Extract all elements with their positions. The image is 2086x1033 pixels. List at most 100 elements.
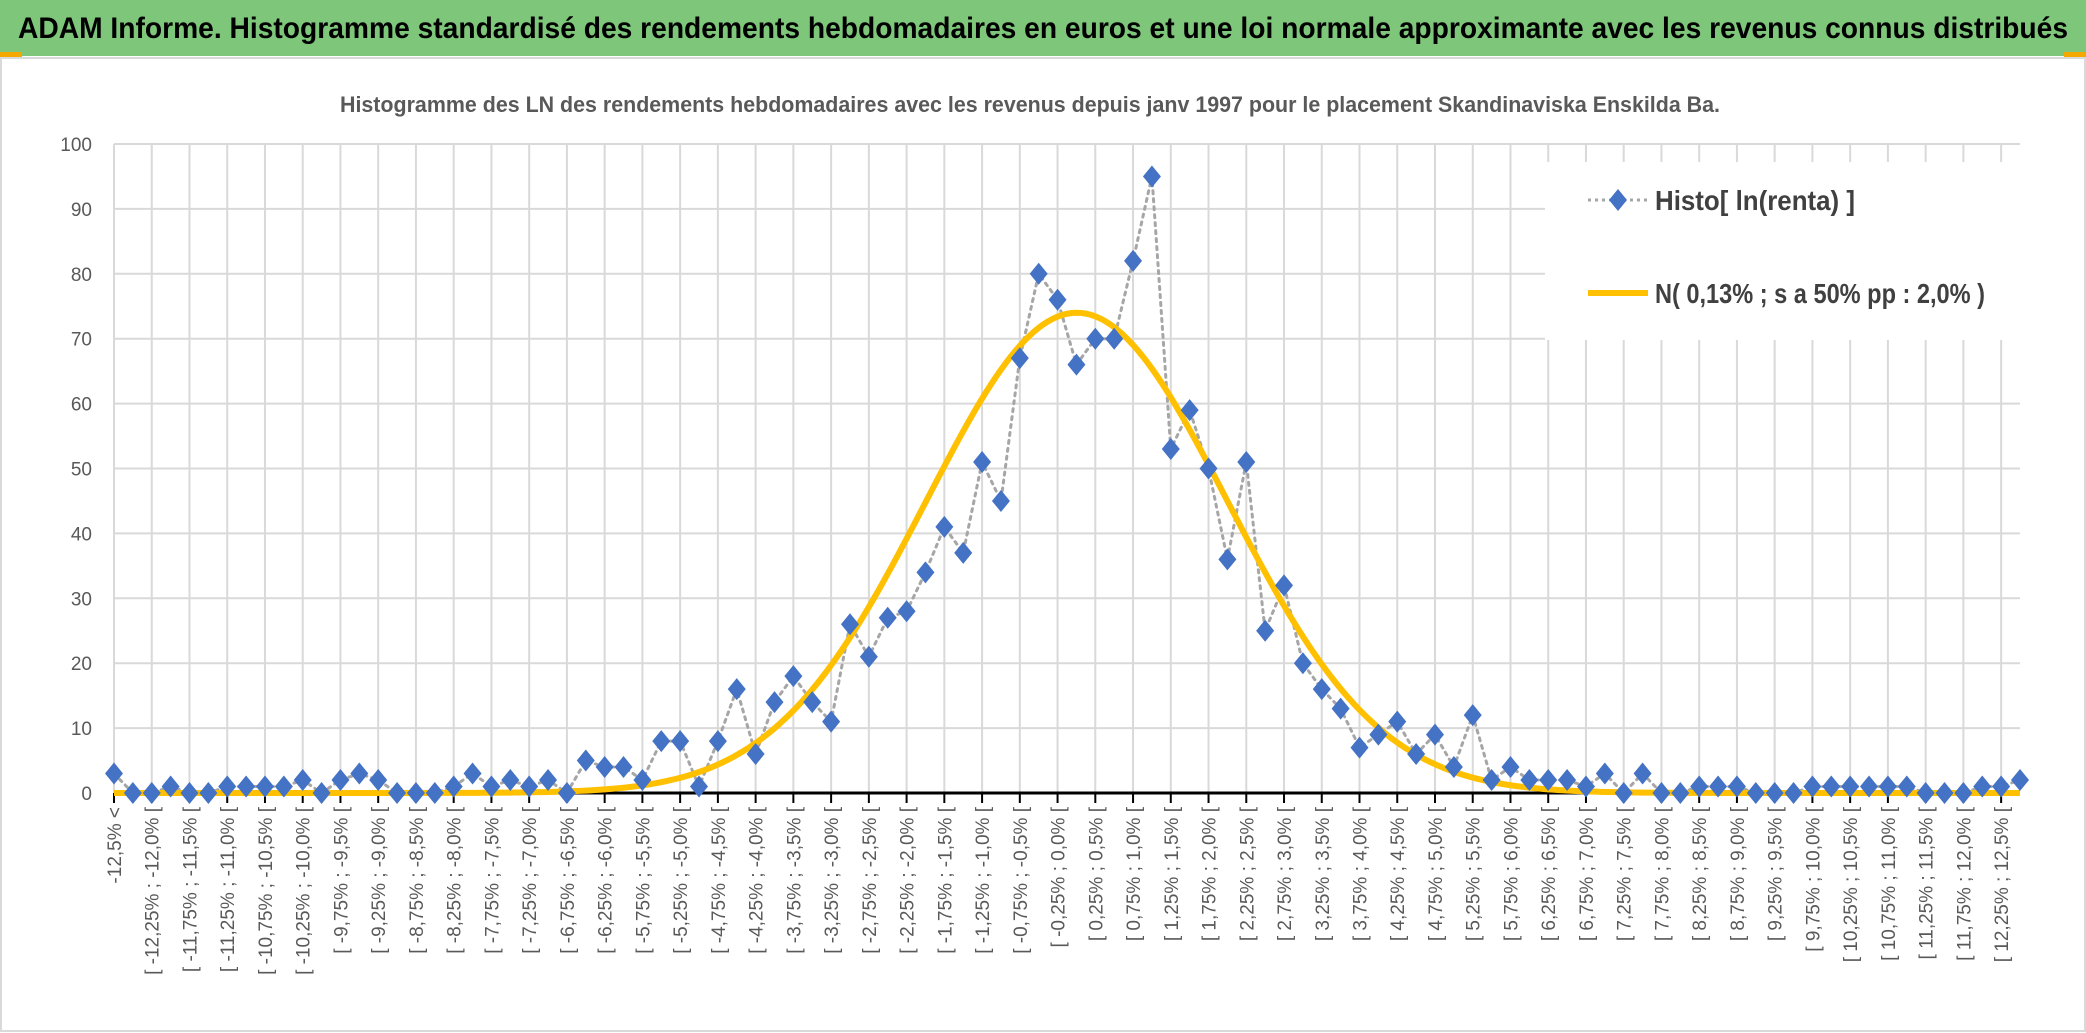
y-tick-label: 60 xyxy=(71,395,92,416)
histo-point xyxy=(161,775,180,798)
histo-point xyxy=(916,561,935,584)
histo-point xyxy=(539,769,558,792)
x-tick-label: [ -11,25% ; -11,0% [ xyxy=(218,806,239,972)
histo-point xyxy=(1482,769,1501,792)
histo-point xyxy=(1256,619,1275,642)
x-tick-label: [ -9,75% ; -9,5% [ xyxy=(331,806,352,954)
x-tick-label: [ 11,75% ; 12,0% [ xyxy=(1954,806,1975,961)
x-tick-label: [ -3,75% ; -3,5% [ xyxy=(784,806,805,954)
y-tick-label: 0 xyxy=(81,784,92,805)
histo-point xyxy=(1690,775,1709,798)
x-tick-label: [ -1,25% ; -1,0% [ xyxy=(973,806,994,954)
x-tick-label: [ -6,75% ; -6,5% [ xyxy=(558,806,579,954)
x-tick-label: [ 5,75% ; 6,0% [ xyxy=(1501,806,1522,941)
y-tick-label: 80 xyxy=(71,265,92,286)
histo-point xyxy=(1369,723,1388,746)
x-tick-label: [ 8,25% ; 8,5% [ xyxy=(1690,806,1711,941)
histo-point xyxy=(1275,574,1294,597)
histo-point xyxy=(652,730,671,753)
histo-point xyxy=(614,756,633,779)
histo-point xyxy=(840,613,859,636)
histo-point xyxy=(1822,775,1841,798)
histo-point xyxy=(935,515,954,538)
x-tick-label: [ 6,25% ; 6,5% [ xyxy=(1539,806,1560,941)
histo-point xyxy=(1501,756,1520,779)
histo-point xyxy=(803,691,822,714)
x-tick-label: [ 7,75% ; 8,0% [ xyxy=(1652,806,1673,941)
corner-marker xyxy=(0,52,22,58)
histo-point xyxy=(1105,327,1124,350)
x-tick-label: [ 0,25% ; 0,5% [ xyxy=(1086,806,1107,941)
x-tick-label: [ -3,25% ; -3,0% [ xyxy=(822,806,843,954)
histo-point xyxy=(482,775,501,798)
histo-point xyxy=(123,782,142,804)
legend-normal-label: N( 0,13% ; s a 50% pp : 2,0% ) xyxy=(1655,278,1985,309)
histo-point xyxy=(1218,548,1237,571)
x-tick-label: [ 2,75% ; 3,0% [ xyxy=(1275,806,1296,941)
x-tick-label: [ -12,25% ; -12,0% [ xyxy=(143,806,164,975)
legend-background xyxy=(1545,162,2025,340)
y-tick-label: 20 xyxy=(71,654,92,675)
x-tick-label: [ 10,75% ; 11,0% [ xyxy=(1879,806,1900,961)
histo-point xyxy=(2011,769,2029,792)
histo-point xyxy=(1463,704,1482,727)
histo-point xyxy=(501,769,520,792)
x-tick-label: [ 4,75% ; 5,0% [ xyxy=(1426,806,1447,941)
x-tick-label: [ -11,75% ; -11,5% [ xyxy=(180,806,201,972)
histo-point xyxy=(1595,762,1614,785)
histo-point xyxy=(1029,262,1048,285)
histo-point xyxy=(1954,782,1973,804)
histo-point xyxy=(1444,756,1463,779)
histo-point xyxy=(255,775,274,798)
histo-point xyxy=(557,782,576,804)
x-tick-label: [ 1,25% ; 1,5% [ xyxy=(1162,806,1183,941)
x-tick-label: [ -7,25% ; -7,0% [ xyxy=(520,806,541,954)
histo-point xyxy=(973,451,992,474)
x-tick-label: [ 7,25% ; 7,5% [ xyxy=(1615,806,1636,941)
histo-point xyxy=(1199,457,1218,480)
x-axis: -12,5% < [ -12,25% ; -12,0% [[ -11,75% ; … xyxy=(105,791,2020,975)
x-tick-label: [ -5,25% ; -5,0% [ xyxy=(671,806,692,954)
histo-point xyxy=(1765,782,1784,804)
x-tick-label: [ 12,25% ; 12,5% [ xyxy=(1992,806,2013,962)
histo-point xyxy=(1124,249,1143,272)
y-tick-label: 100 xyxy=(60,135,92,156)
x-tick-label: [ 5,25% ; 5,5% [ xyxy=(1464,806,1485,941)
histo-point xyxy=(218,775,237,798)
histo-point xyxy=(369,769,388,792)
histo-point xyxy=(142,782,161,804)
histo-point xyxy=(1010,347,1029,370)
y-tick-label: 30 xyxy=(71,589,92,610)
histo-point xyxy=(180,782,199,804)
series-layer xyxy=(105,165,2029,804)
chart-title: Histogramme des LN des rendements hebdom… xyxy=(340,92,1720,117)
x-tick-label: [ -8,75% ; -8,5% [ xyxy=(407,806,428,954)
histo-point xyxy=(1727,775,1746,798)
histo-point xyxy=(727,678,746,701)
y-tick-label: 90 xyxy=(71,200,92,221)
histo-point xyxy=(1293,652,1312,675)
histo-point xyxy=(859,645,878,668)
x-tick-label: [ 0,75% ; 1,0% [ xyxy=(1124,806,1145,941)
x-tick-label: [ 3,25% ; 3,5% [ xyxy=(1313,806,1334,941)
histo-point xyxy=(331,769,350,792)
histo-point xyxy=(350,762,369,785)
histo-point xyxy=(463,762,482,785)
x-tick-label: [ -8,25% ; -8,0% [ xyxy=(445,806,466,954)
x-tick-label: [ 3,75% ; 4,0% [ xyxy=(1351,806,1372,941)
histo-point xyxy=(293,769,312,792)
histo-point xyxy=(1709,775,1728,798)
histo-point xyxy=(690,775,709,798)
x-tick-label: [ -10,25% ; -10,0% [ xyxy=(294,806,315,975)
histo-point xyxy=(878,606,897,629)
histo-point xyxy=(274,775,293,798)
histo-point xyxy=(1237,451,1256,474)
histo-point xyxy=(388,782,407,804)
x-tick-label: [ 9,25% ; 9,5% [ xyxy=(1766,806,1787,941)
histo-point xyxy=(708,730,727,753)
header-title: ADAM Informe. Histogramme standardisé de… xyxy=(18,12,2068,45)
x-tick-label: [ -4,25% ; -4,0% [ xyxy=(747,806,768,954)
histo-point xyxy=(897,600,916,623)
chart-border xyxy=(0,57,2086,1032)
legend-diamond-icon xyxy=(1609,189,1627,211)
